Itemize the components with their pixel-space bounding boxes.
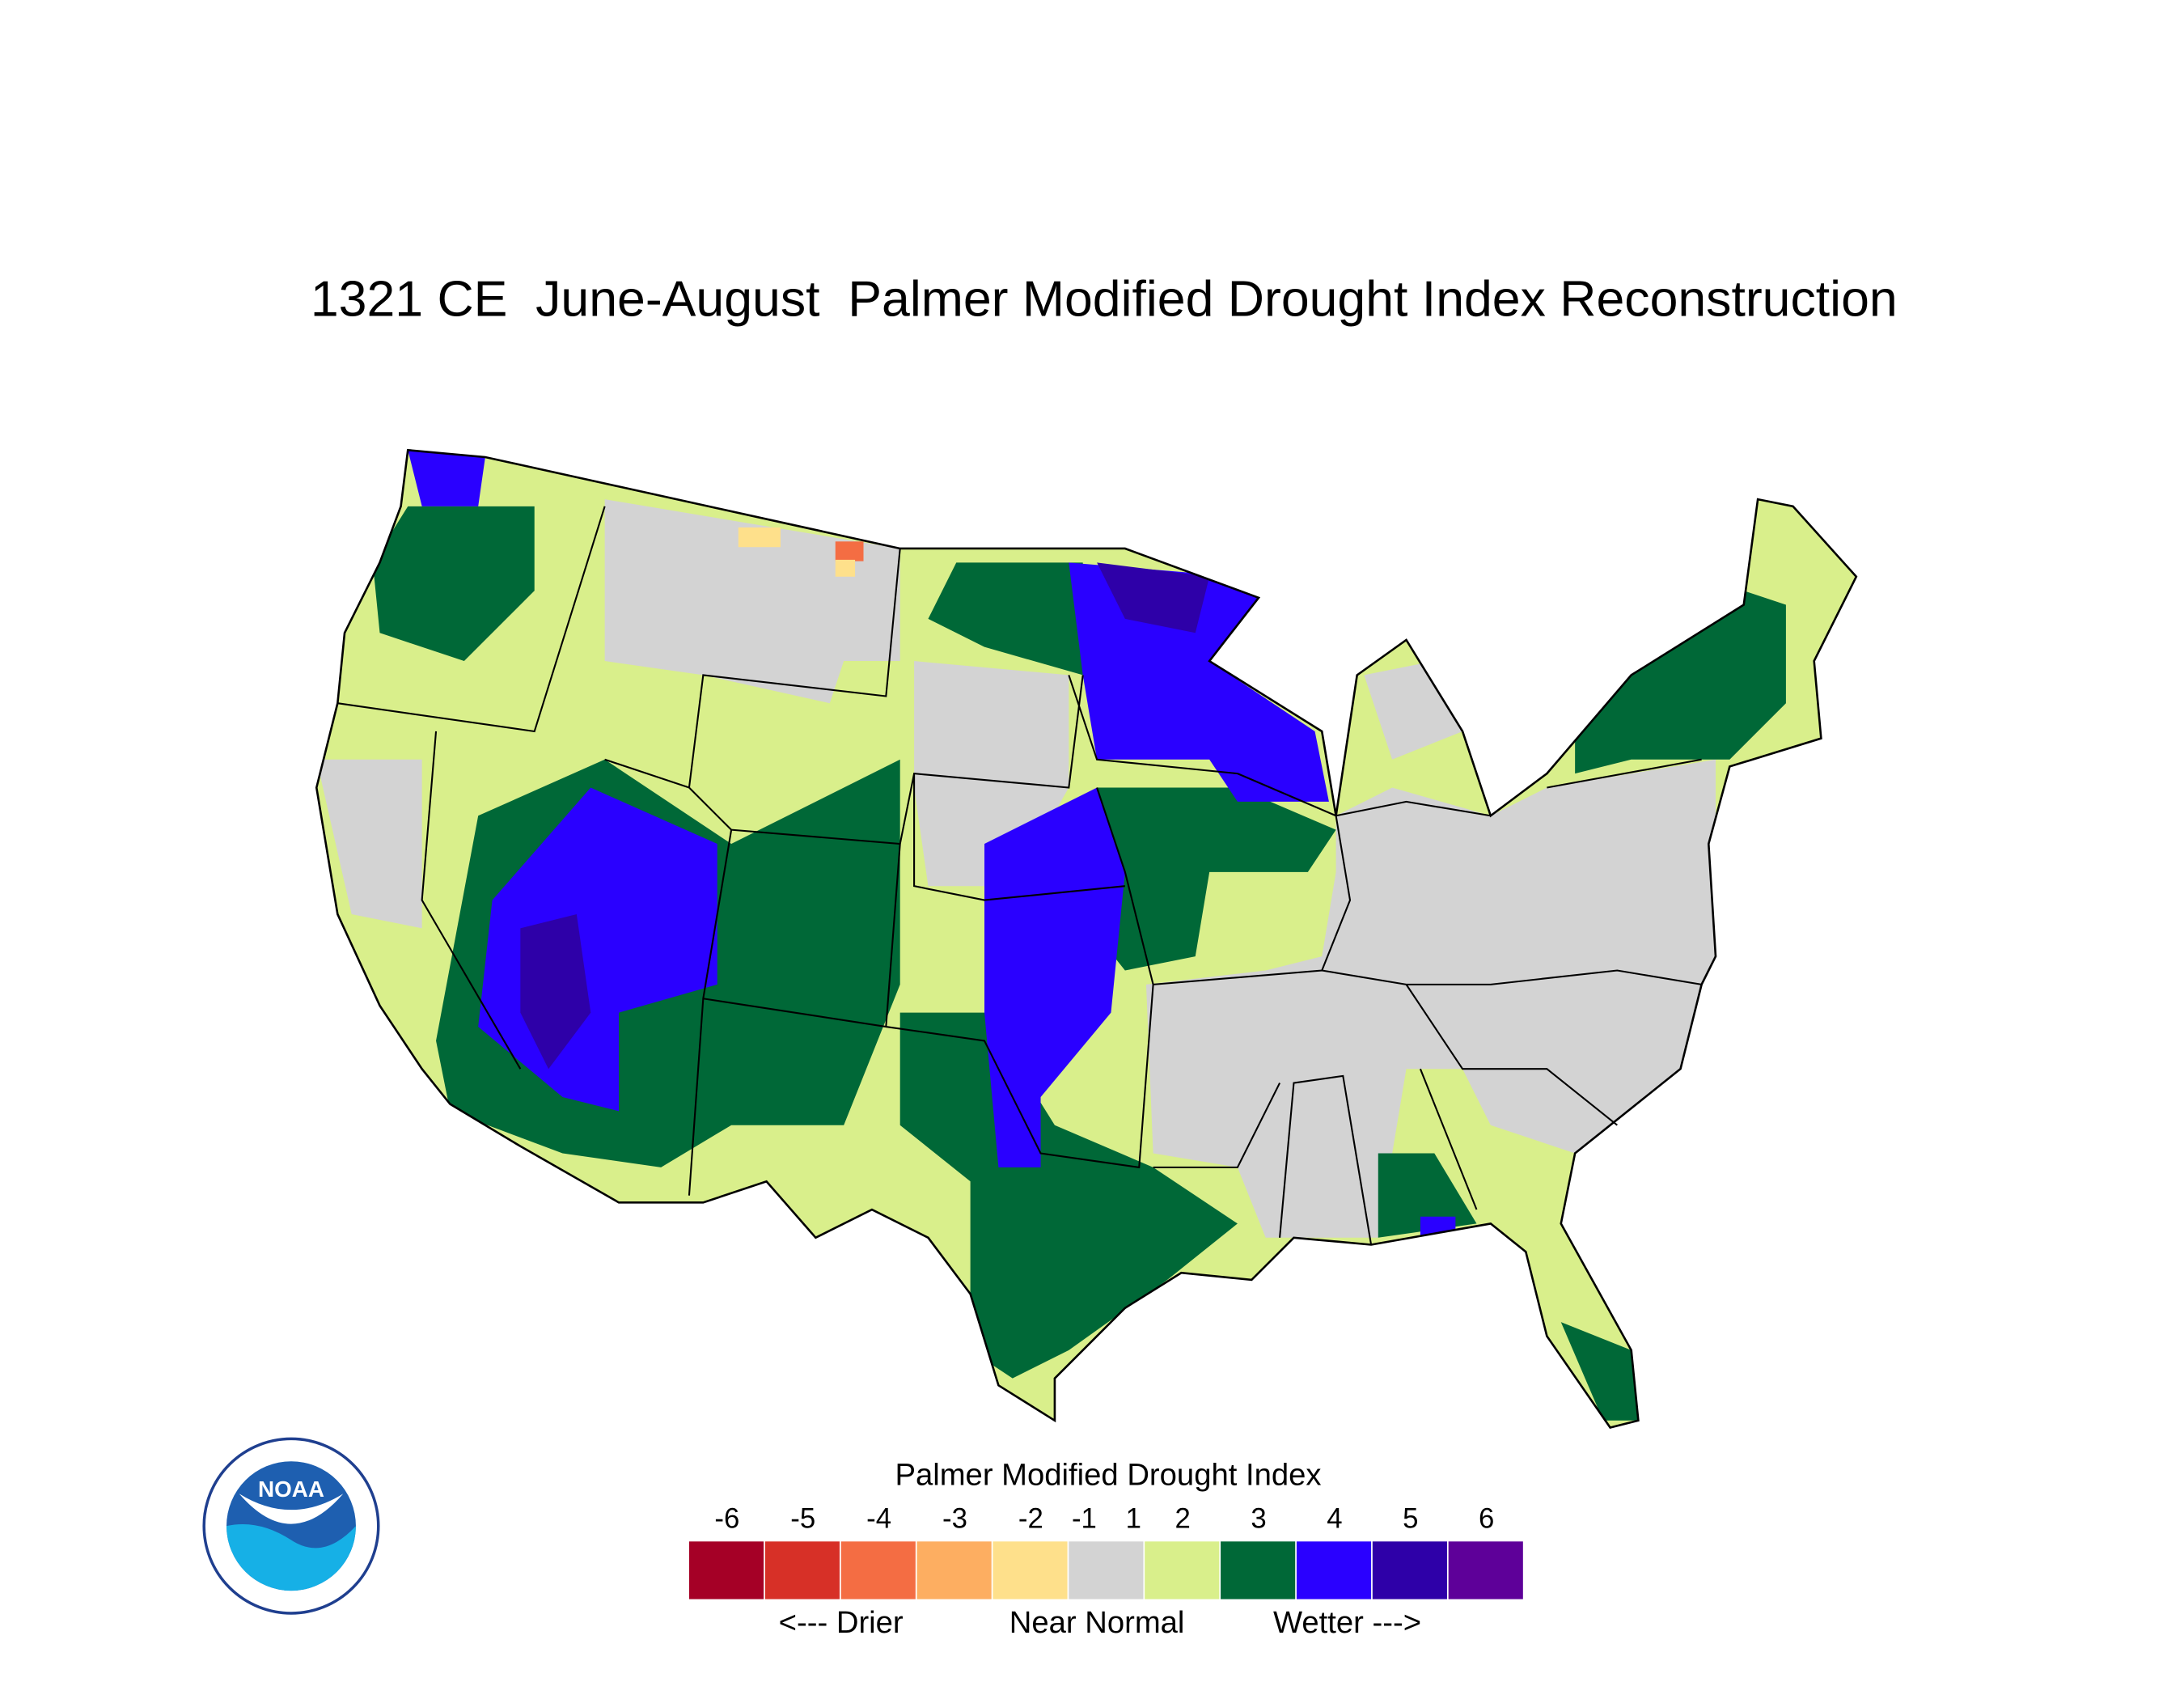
legend-descriptor: Wetter --->	[1273, 1605, 1421, 1640]
legend-tick-label: 2	[1175, 1503, 1190, 1534]
us-outline	[315, 448, 1858, 1429]
region-gray	[1145, 759, 1716, 1238]
legend-descriptor: Near Normal	[1009, 1605, 1185, 1640]
region-green	[899, 1012, 1238, 1379]
state-borders	[337, 506, 1702, 1245]
region-purple	[520, 913, 591, 1070]
logo-text: NOAA	[258, 1477, 324, 1502]
region-green	[1378, 1153, 1477, 1238]
legend-tick-label: -6	[714, 1503, 739, 1534]
region-green	[1575, 591, 1786, 774]
region-gray	[316, 759, 422, 929]
map-title: 1321 CE June-August Palmer Modified Drou…	[311, 270, 1898, 327]
region-green	[1069, 787, 1336, 971]
legend-swatch	[1372, 1541, 1447, 1599]
legend-swatch	[1221, 1541, 1296, 1599]
legend-tick-label: -1	[1072, 1503, 1097, 1534]
legend-swatch	[1296, 1541, 1372, 1599]
region-gray	[604, 499, 900, 704]
noaa-logo: NOAA	[202, 1437, 380, 1615]
state-lines	[337, 506, 1702, 1245]
legend-swatch	[916, 1541, 992, 1599]
logo-bird	[239, 1494, 344, 1524]
region-blue	[408, 450, 485, 506]
legend-tick-label: 3	[1251, 1503, 1266, 1534]
region-blue	[984, 787, 1125, 1167]
legend-swatch	[688, 1541, 764, 1599]
legend-tick-label: 1	[1126, 1503, 1141, 1534]
legend: -6 -5 -4 -3 -2 -1 1 2 3 4 5 6 <--- Drier Near Normal W…	[688, 1503, 1523, 1640]
region-green	[372, 506, 535, 662]
legend-tick-label: -4	[866, 1503, 891, 1534]
legend-tick-label: 5	[1403, 1503, 1418, 1534]
legend-title: Palmer Modified Drought Index	[895, 1457, 1321, 1492]
legend-swatch	[764, 1541, 840, 1599]
legend-swatch	[1448, 1541, 1523, 1599]
region-green	[928, 562, 1083, 676]
region-green	[1560, 1322, 1639, 1421]
legend-swatch	[993, 1541, 1068, 1599]
legend-swatch	[1145, 1541, 1220, 1599]
legend-tick-label: -2	[1018, 1503, 1043, 1534]
region-dry	[835, 541, 864, 561]
region-dry	[835, 559, 856, 577]
legend-swatch	[840, 1541, 916, 1599]
region-dry	[738, 527, 781, 548]
legend-tick-label: 6	[1479, 1503, 1494, 1534]
legend-tick-label: 4	[1327, 1503, 1342, 1534]
legend-descriptor: <--- Drier	[779, 1605, 904, 1640]
region-blue	[1069, 562, 1329, 802]
legend-tick-label: -5	[790, 1503, 815, 1534]
legend-swatch	[1069, 1541, 1144, 1599]
region-purple	[1097, 562, 1210, 633]
legend-tick-label: -3	[942, 1503, 967, 1534]
logo-wave	[226, 1524, 356, 1591]
